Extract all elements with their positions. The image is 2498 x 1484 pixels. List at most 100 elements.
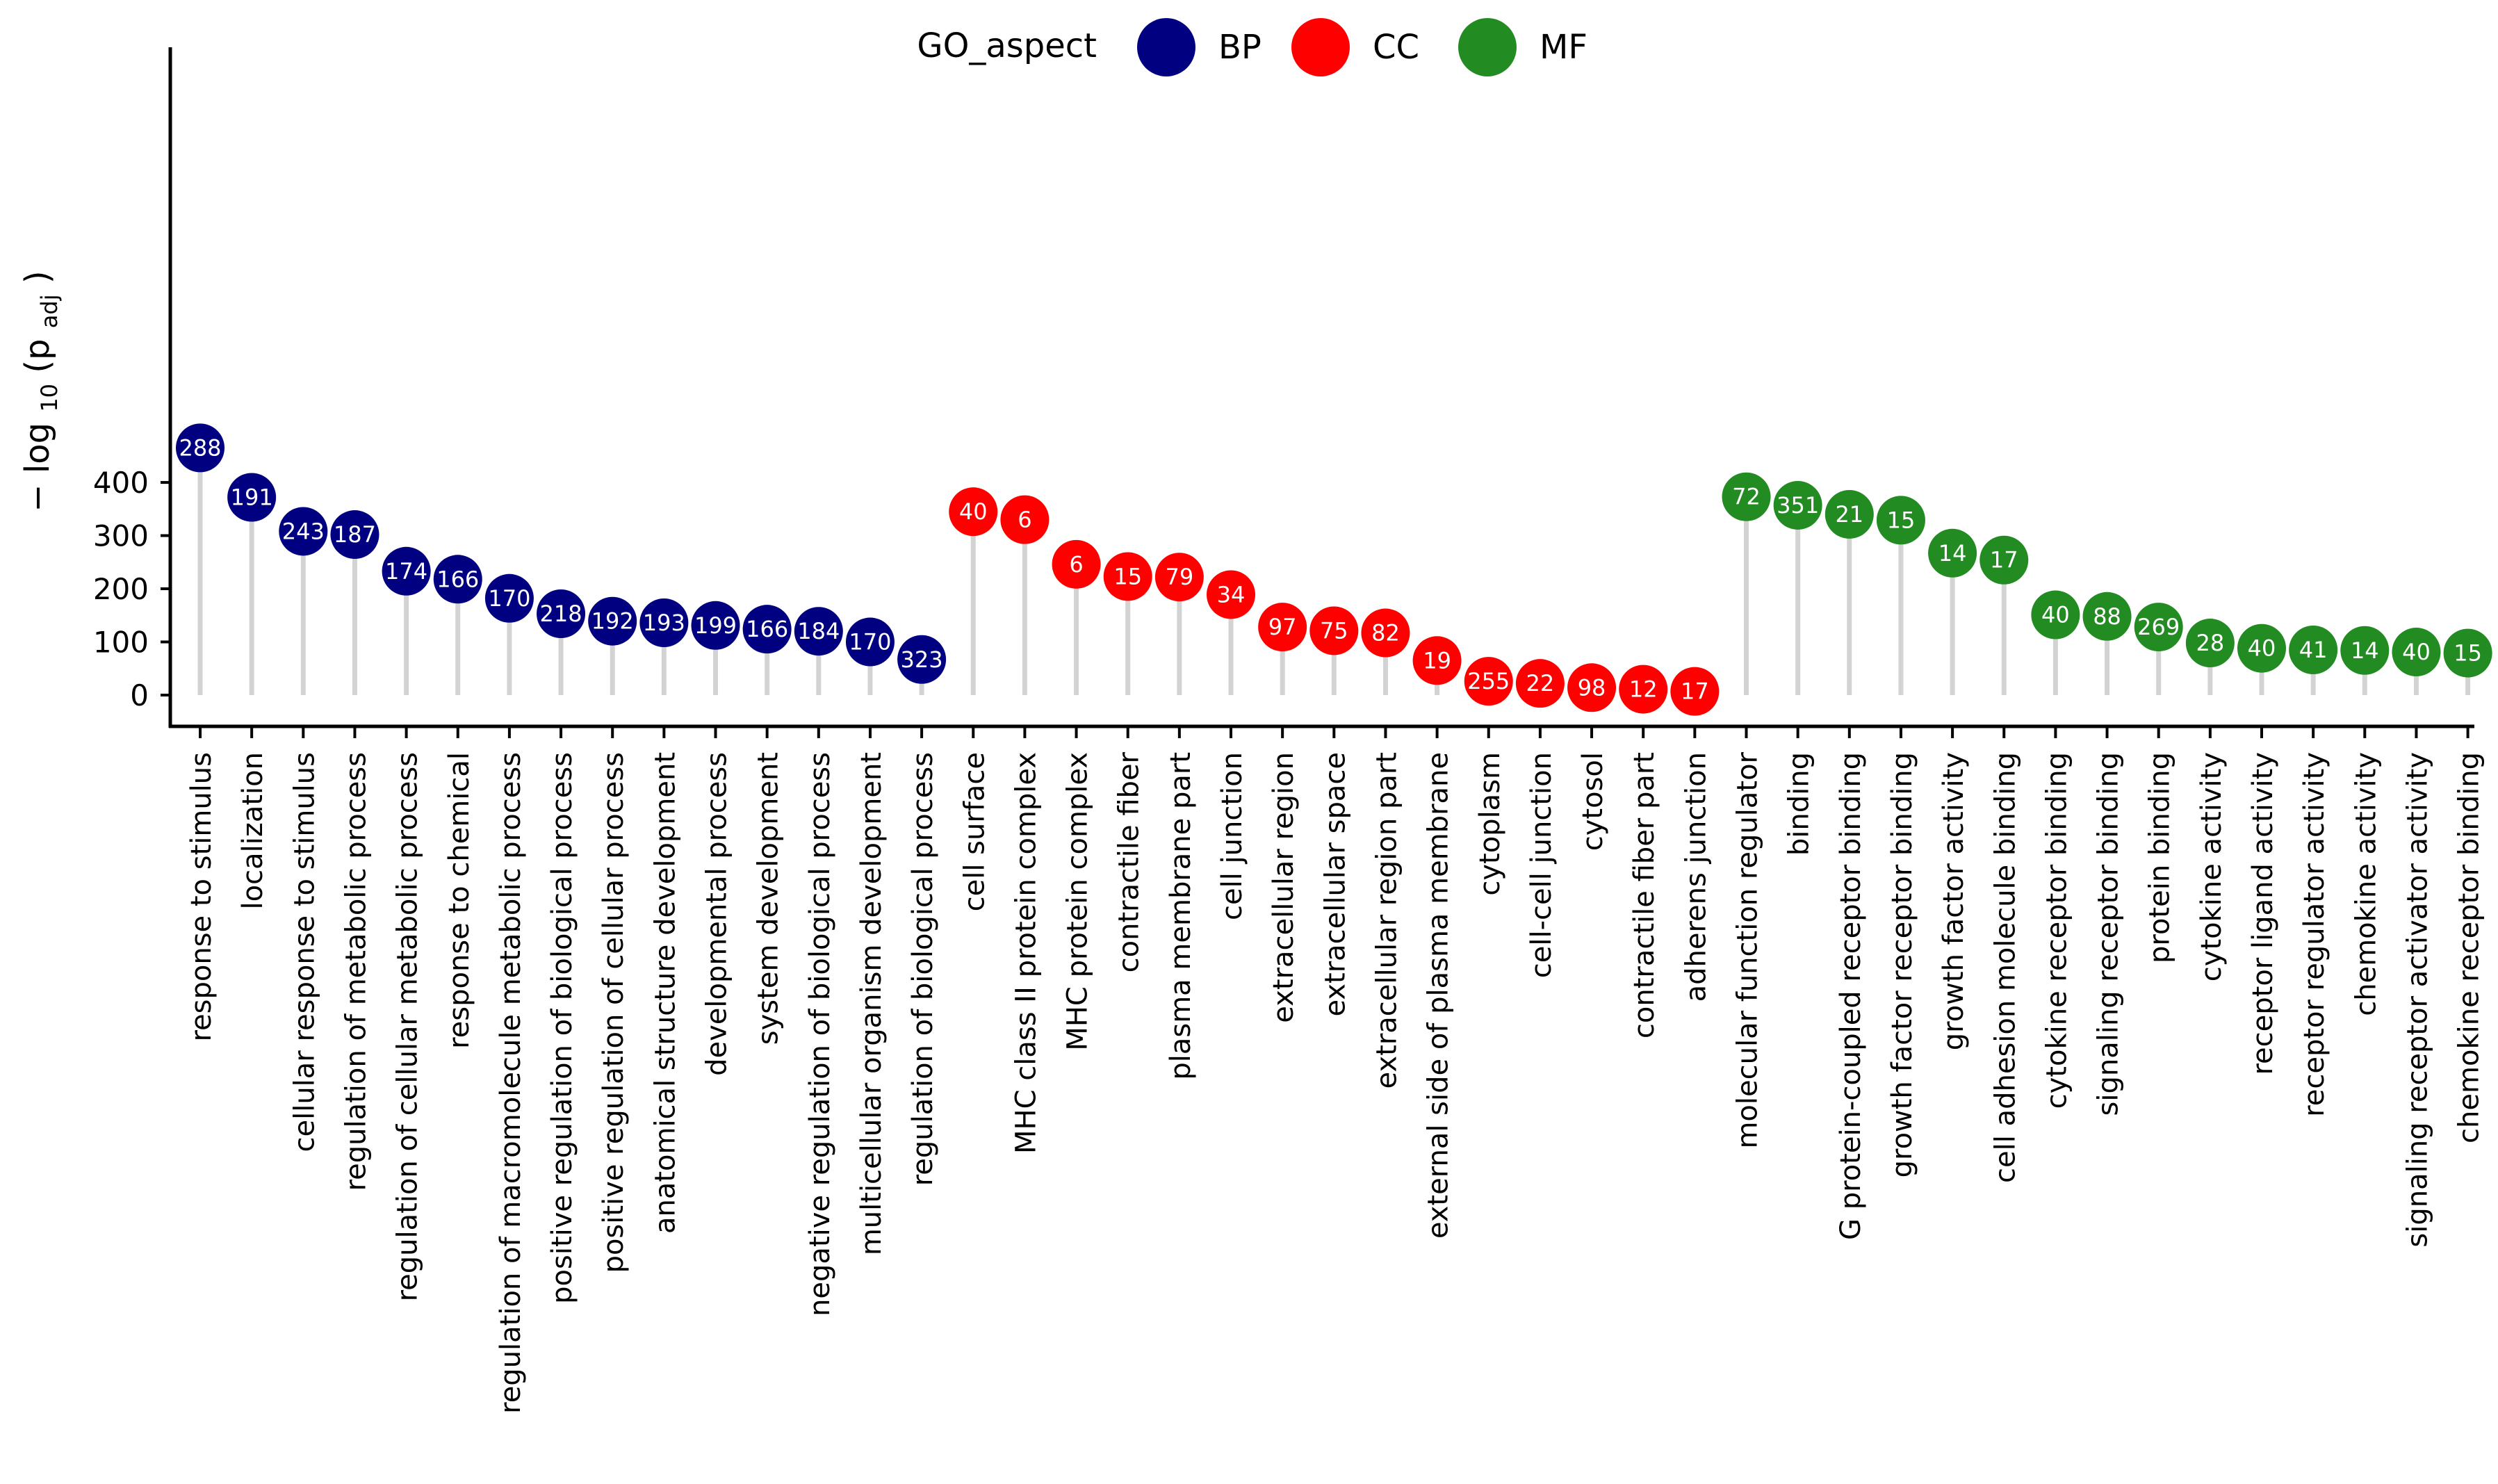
x-tick-label-cytokine-receptor-binding: cytokine receptor binding xyxy=(2041,752,2073,1109)
x-tick-label-protein-binding: protein binding xyxy=(2144,752,2176,963)
value-label-cytosol: 98 xyxy=(1578,674,1606,701)
legend-swatch-bp xyxy=(1137,18,1195,76)
x-tick-label-growth-factor-activity: growth factor activity xyxy=(1938,752,1970,1050)
point-cell-junction xyxy=(1207,570,1255,619)
x-tick-label-external-side-of-plasma-membrane: external side of plasma membrane xyxy=(1423,752,1455,1239)
value-label-chemokine-receptor-binding: 15 xyxy=(2454,640,2482,667)
point-cytokine-receptor-binding xyxy=(2031,590,2080,639)
x-tick-label-cellular-response-to-stimulus: cellular response to stimulus xyxy=(288,752,320,1152)
x-tick-label-extracellular-region-part: extracellular region part xyxy=(1371,752,1403,1088)
x-tick-label-regulation-of-macromolecule-metabolic-process: regulation of macromolecule metabolic pr… xyxy=(495,752,527,1414)
value-label-multicellular-organism-development: 170 xyxy=(849,629,891,655)
x-tick-label-positive-regulation-of-cellular-process: positive regulation of cellular process xyxy=(598,752,630,1273)
point-cytosol xyxy=(1567,663,1617,712)
value-label-protein-binding: 269 xyxy=(2137,614,2180,640)
value-label-response-to-chemical: 166 xyxy=(436,566,479,592)
point-chemokine-receptor-binding xyxy=(2443,628,2492,678)
value-label-anatomical-structure-development: 193 xyxy=(643,610,685,636)
y-tick-label-100: 100 xyxy=(93,626,149,660)
x-tick-label-cell-surface: cell surface xyxy=(958,752,990,911)
point-growth-factor-receptor-binding xyxy=(1876,496,1925,545)
legend-swatch-cc xyxy=(1291,18,1350,76)
x-tick-label-growth-factor-receptor-binding: growth factor receptor binding xyxy=(1886,752,1918,1177)
point-contractile-fiber-part xyxy=(1619,664,1668,714)
x-tick-label-mhc-protein-complex: MHC protein complex xyxy=(1062,752,1094,1051)
point-developmental-process xyxy=(691,601,740,650)
legend-swatch-mf xyxy=(1458,18,1517,76)
y-axis-title-sub2: adj xyxy=(36,294,63,328)
point-g-protein-coupled-receptor-binding xyxy=(1824,489,1874,539)
value-label-regulation-of-cellular-metabolic-process: 174 xyxy=(385,558,427,585)
y-tick-label-300: 300 xyxy=(93,519,149,553)
x-tick-label-multicellular-organism-development: multicellular organism development xyxy=(856,752,888,1255)
y-axis-title-open: (p xyxy=(18,339,57,373)
legend-label-mf: MF xyxy=(1540,28,1587,67)
value-label-extracellular-region-part: 82 xyxy=(1371,620,1400,646)
y-axis-title-group: − log 10 (p adj ) xyxy=(18,270,63,512)
axes xyxy=(168,47,2474,728)
x-tick-label-localization: localization xyxy=(237,752,269,909)
point-regulation-of-metabolic-process xyxy=(330,510,379,560)
x-tick-label-regulation-of-metabolic-process: regulation of metabolic process xyxy=(340,752,372,1191)
point-cell-cell-junction xyxy=(1515,659,1565,708)
value-label-g-protein-coupled-receptor-binding: 21 xyxy=(1835,501,1863,528)
value-label-cytokine-receptor-binding: 40 xyxy=(2041,602,2070,628)
x-tick-label-regulation-of-cellular-metabolic-process: regulation of cellular metabolic process xyxy=(392,752,424,1301)
point-chemokine-activity xyxy=(2340,626,2390,675)
point-adherens-junction xyxy=(1670,667,1720,716)
point-cytokine-activity xyxy=(2185,619,2235,668)
value-label-regulation-of-biological-process: 323 xyxy=(901,646,943,673)
point-cell-surface xyxy=(949,487,998,537)
point-regulation-of-macromolecule-metabolic-process xyxy=(484,573,534,623)
x-tick-label-cytokine-activity: cytokine activity xyxy=(2196,752,2228,981)
y-tick-label-0: 0 xyxy=(130,678,149,712)
point-cell-adhesion-molecule-binding xyxy=(1979,535,2029,585)
value-label-extracellular-space: 75 xyxy=(1320,617,1348,644)
value-label-external-side-of-plasma-membrane: 19 xyxy=(1423,647,1451,674)
point-signaling-receptor-binding xyxy=(2082,592,2132,641)
point-regulation-of-biological-process xyxy=(897,635,947,684)
value-label-cellular-response-to-stimulus: 243 xyxy=(282,518,325,544)
x-tick-label-adherens-junction: adherens junction xyxy=(1680,752,1712,1002)
point-plasma-membrane-part xyxy=(1154,553,1204,602)
value-label-contractile-fiber-part: 12 xyxy=(1629,676,1658,703)
x-tick-label-cytoplasm: cytoplasm xyxy=(1474,752,1506,896)
point-negative-regulation-of-biological-process xyxy=(794,607,843,656)
point-contractile-fiber xyxy=(1103,552,1152,601)
x-tick-label-cell-adhesion-molecule-binding: cell adhesion molecule binding xyxy=(1989,752,2021,1183)
value-label-negative-regulation-of-biological-process: 184 xyxy=(797,618,840,644)
legend-label-cc: CC xyxy=(1373,28,1419,67)
x-tick-label-contractile-fiber-part: contractile fiber part xyxy=(1628,752,1660,1038)
value-label-localization: 191 xyxy=(231,484,273,510)
x-tick-label-plasma-membrane-part: plasma membrane part xyxy=(1165,752,1197,1080)
value-label-signaling-receptor-binding: 88 xyxy=(2093,603,2121,630)
point-positive-regulation-of-biological-process xyxy=(537,589,586,638)
value-label-molecular-function-regulator: 72 xyxy=(1732,484,1761,510)
point-receptor-regulator-activity xyxy=(2289,625,2338,674)
x-tick-label-cell-junction: cell junction xyxy=(1216,752,1248,920)
x-tick-label-mhc-class-ii-protein-complex: MHC class II protein complex xyxy=(1010,752,1042,1154)
value-label-contractile-fiber: 15 xyxy=(1113,563,1142,589)
point-external-side-of-plasma-membrane xyxy=(1412,636,1462,685)
y-tick-label-200: 200 xyxy=(93,572,149,606)
point-localization xyxy=(227,473,277,522)
point-mhc-class-ii-protein-complex xyxy=(1000,495,1050,544)
point-growth-factor-activity xyxy=(1928,528,1977,578)
y-ticks: 0 100 200 300 400 xyxy=(93,466,170,712)
value-label-chemokine-activity: 14 xyxy=(2351,637,2379,664)
point-signaling-receptor-activator-activity xyxy=(2392,628,2441,677)
point-molecular-function-regulator xyxy=(1722,472,1771,521)
x-tick-label-response-to-stimulus: response to stimulus xyxy=(186,752,218,1042)
value-label-receptor-regulator-activity: 41 xyxy=(2299,637,2328,663)
value-label-signaling-receptor-activator-activity: 40 xyxy=(2402,639,2431,665)
value-label-adherens-junction: 17 xyxy=(1681,678,1709,705)
x-tick-label-chemokine-receptor-binding: chemokine receptor binding xyxy=(2454,752,2485,1143)
x-tick-label-anatomical-structure-development: anatomical structure development xyxy=(649,752,681,1234)
point-regulation-of-cellular-metabolic-process xyxy=(382,546,431,596)
point-cytoplasm xyxy=(1464,657,1513,706)
y-tick-label-400: 400 xyxy=(93,466,149,500)
legend-title: GO_aspect xyxy=(917,26,1097,65)
value-label-plasma-membrane-part: 79 xyxy=(1165,564,1193,590)
